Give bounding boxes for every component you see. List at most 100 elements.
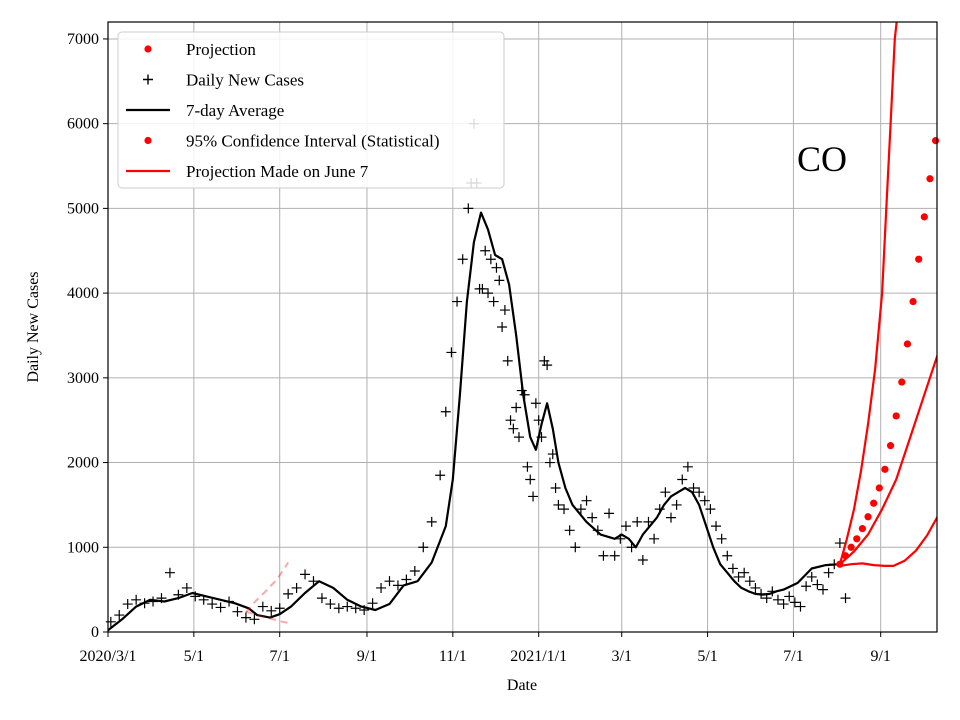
legend-label: 95% Confidence Interval (Statistical) (186, 132, 440, 151)
daily-case-marker (750, 582, 761, 593)
daily-case-marker (333, 603, 344, 614)
daily-case-marker (649, 533, 660, 544)
daily-case-marker (575, 504, 586, 515)
legend-label: Daily New Cases (186, 71, 304, 90)
series-line (839, 515, 937, 568)
y-axis-label: Daily New Cases (25, 271, 42, 382)
daily-case-marker (528, 491, 539, 502)
daily-case-marker (435, 470, 446, 481)
daily-case-marker (376, 582, 387, 593)
legend-label: Projection (186, 40, 256, 59)
projection-point (892, 412, 900, 420)
daily-case-marker (257, 601, 268, 612)
daily-case-marker (418, 542, 429, 553)
daily-case-marker (367, 598, 378, 609)
daily-case-marker (711, 521, 722, 532)
daily-case-marker (525, 474, 536, 485)
projection-point (881, 465, 889, 473)
daily-case-marker (156, 593, 167, 604)
daily-case-marker (249, 614, 260, 625)
daily-case-marker (615, 533, 626, 544)
daily-case-marker (401, 574, 412, 585)
daily-case-marker (207, 599, 218, 610)
daily-case-marker (761, 593, 772, 604)
daily-case-marker (266, 605, 277, 616)
projection-point (847, 543, 855, 551)
x-tick-label: 3/1 (612, 648, 632, 665)
daily-case-marker (694, 487, 705, 498)
daily-case-marker (812, 579, 823, 590)
series-line (108, 211, 840, 632)
daily-case-marker (632, 516, 643, 527)
x-axis-label: Date (507, 677, 537, 694)
y-tick-label: 6000 (67, 116, 99, 133)
projection-point (926, 175, 934, 183)
daily-case-marker (384, 576, 395, 587)
y-tick-label: 5000 (67, 200, 99, 217)
daily-case-marker (463, 203, 474, 214)
daily-case-marker (316, 593, 327, 604)
daily-case-marker (240, 612, 251, 623)
projection-point (915, 255, 923, 263)
daily-case-marker (553, 499, 564, 510)
daily-case-marker (452, 296, 463, 307)
projection-point (903, 340, 912, 348)
legend-marker-dot (144, 136, 152, 145)
daily-case-marker (426, 516, 437, 527)
daily-case-marker (325, 599, 336, 610)
daily-case-marker (705, 504, 716, 515)
daily-case-marker (682, 461, 693, 472)
daily-case-marker (547, 449, 558, 460)
daily-case-marker (671, 499, 682, 510)
series-line (838, 22, 898, 565)
daily-case-marker (215, 602, 226, 613)
daily-case-marker (570, 542, 581, 553)
daily-case-marker (665, 512, 676, 523)
daily-case-marker (392, 580, 403, 591)
daily-case-marker (491, 262, 502, 273)
daily-case-marker (564, 525, 575, 536)
daily-case-marker (744, 576, 755, 587)
daily-case-marker (114, 610, 125, 621)
daily-case-marker (643, 516, 654, 527)
daily-case-marker (550, 482, 561, 493)
daily-case-marker (530, 398, 541, 409)
daily-case-marker (274, 603, 285, 614)
projection-point (870, 499, 878, 507)
daily-case-marker (483, 288, 494, 299)
x-tick-label: 9/1 (357, 648, 377, 665)
daily-case-marker (536, 432, 547, 443)
daily-case-marker (519, 389, 530, 400)
daily-case-marker (559, 504, 570, 515)
daily-case-marker (660, 487, 671, 498)
daily-case-marker (308, 576, 319, 587)
daily-case-marker (817, 584, 828, 595)
plot-frame (107, 21, 938, 633)
daily-case-marker (511, 402, 522, 413)
daily-case-marker (767, 586, 778, 597)
projection-point (909, 297, 917, 306)
daily-case-marker (778, 599, 789, 610)
daily-case-marker (502, 355, 513, 366)
legend-label: Projection Made on June 7 (186, 162, 369, 181)
projection-point (853, 535, 861, 543)
series-line (839, 353, 937, 566)
daily-case-marker (834, 538, 845, 549)
daily-case-marker (480, 245, 491, 256)
projection-point (836, 560, 844, 568)
daily-case-marker (488, 296, 499, 307)
daily-case-marker (291, 582, 302, 593)
daily-case-marker (533, 415, 544, 426)
y-tick-label: 0 (91, 624, 99, 641)
daily-case-marker (173, 589, 184, 600)
legend-marker-dot (144, 45, 152, 53)
daily-case-marker (497, 322, 508, 332)
daily-case-marker (598, 550, 609, 561)
daily-case-marker (637, 554, 648, 565)
daily-case-marker (148, 596, 159, 607)
projection-point (920, 213, 928, 221)
legend: Projection Daily New Cases 7-day Average 95… (117, 31, 505, 189)
x-tick-label: 2021/1/1 (510, 648, 567, 665)
projection-point (841, 552, 850, 560)
